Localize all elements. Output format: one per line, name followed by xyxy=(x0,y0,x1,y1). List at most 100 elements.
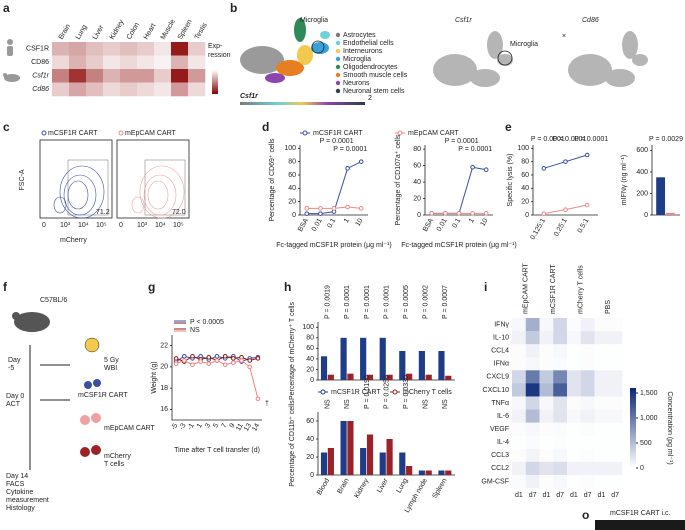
heat-cell xyxy=(539,370,554,384)
colorbar xyxy=(630,460,636,463)
point xyxy=(358,159,364,164)
heat-cell xyxy=(154,55,172,70)
column-label: d1 xyxy=(515,492,523,499)
point xyxy=(206,361,212,366)
colorbar xyxy=(630,420,636,423)
point xyxy=(181,353,187,359)
column-label: Spleen xyxy=(177,18,194,40)
column-label: d1 xyxy=(597,492,605,499)
x-tick-label: 0.5:1 xyxy=(577,217,591,234)
heat-cell xyxy=(608,448,623,463)
column-label: d7 xyxy=(529,492,537,499)
y-tick-label: 60 xyxy=(306,345,314,352)
bar xyxy=(399,452,406,475)
heat-cell xyxy=(567,357,582,371)
colorbar-label: Concentration (pg ml⁻¹) xyxy=(666,391,673,464)
heat-cell xyxy=(553,370,568,384)
heat-cell xyxy=(512,357,527,371)
group-label: mEpCAM CART xyxy=(523,262,530,314)
heat-cell xyxy=(608,357,623,371)
row-label: CXCL10 xyxy=(483,387,510,394)
heat-cell xyxy=(567,318,582,332)
x-tick-label: 0 xyxy=(42,222,46,229)
heat-cell xyxy=(525,422,540,436)
bar xyxy=(438,470,445,475)
annotation: P = 0.0001 xyxy=(320,138,354,145)
heat-cell xyxy=(120,42,138,56)
colorbar xyxy=(630,396,636,399)
colorbar xyxy=(630,424,636,427)
legend-swatch xyxy=(320,389,326,395)
heat-cell xyxy=(525,409,540,423)
annotation: P = 0.0001 xyxy=(574,136,608,143)
y-tick-label: 80 xyxy=(306,335,314,342)
annotation: P = 0.0256 xyxy=(383,375,390,409)
label: mCSF1R CART xyxy=(78,392,128,399)
heat-cell xyxy=(86,42,104,56)
row-label: Csf1r xyxy=(32,73,49,80)
human-icon xyxy=(7,39,13,56)
heat-cell xyxy=(594,448,609,463)
x-tick-label: BSA xyxy=(422,217,435,233)
point xyxy=(198,359,203,364)
bar xyxy=(347,421,354,475)
column-label: Muscle xyxy=(160,18,177,41)
point xyxy=(190,362,195,368)
x-tick-label: 10⁵ xyxy=(96,222,107,229)
heat-cell xyxy=(188,69,206,83)
y-tick-label: 40 xyxy=(521,185,529,192)
plot-title: mEpCAM CART xyxy=(125,130,177,137)
heat-cell xyxy=(553,435,568,450)
column-label: d7 xyxy=(556,492,564,499)
colorbar xyxy=(630,436,636,439)
heat-cell xyxy=(553,331,568,345)
x-tick-label: Spleen xyxy=(432,477,449,499)
point xyxy=(563,159,568,164)
y-tick-label: 0 xyxy=(310,377,314,384)
heat-cell xyxy=(188,42,206,56)
heat-cell xyxy=(553,344,568,358)
heat-cell xyxy=(594,331,609,345)
point xyxy=(318,211,323,216)
heat-cell xyxy=(580,370,595,384)
row-label: CCL2 xyxy=(491,465,509,472)
bar xyxy=(406,373,413,380)
axis-label: FSC-A xyxy=(19,169,26,190)
label: WBI xyxy=(104,365,117,372)
heat-cell xyxy=(171,82,189,97)
y-axis-label: Percentage of CD69⁺ cells xyxy=(269,138,276,222)
heat-cell xyxy=(594,344,609,358)
point xyxy=(584,152,590,158)
y-tick-label: 20 xyxy=(160,364,168,371)
bar xyxy=(399,351,406,380)
heat-cell xyxy=(539,409,554,423)
heat-cell xyxy=(567,396,582,410)
point xyxy=(222,362,228,368)
scale-label: 2 xyxy=(368,95,372,102)
x-tick-label: -3 xyxy=(178,422,187,431)
mouse-icon xyxy=(3,73,20,82)
point xyxy=(331,206,337,211)
colorbar xyxy=(630,438,636,441)
colorbar xyxy=(630,466,636,469)
colorbar xyxy=(630,412,636,415)
point xyxy=(443,211,448,216)
group-label: mCSF1R CART xyxy=(550,264,557,314)
point xyxy=(483,211,489,216)
label: Histology xyxy=(6,505,35,512)
y-tick-label: 18 xyxy=(160,385,168,392)
x-tick-label: 10⁴ xyxy=(155,222,166,229)
point xyxy=(304,211,310,216)
x-tick-label: 10³ xyxy=(60,222,71,229)
row-label: CCL4 xyxy=(491,348,509,355)
annotation: P = 0.0001 xyxy=(344,285,351,319)
colorbar xyxy=(630,406,636,409)
image-title: mCSF1R CART i.c. xyxy=(610,510,670,517)
x-tick-label: 0.1 xyxy=(326,217,337,229)
point xyxy=(214,353,220,359)
heat-cell xyxy=(86,55,104,70)
x-tick-label: 0.01 xyxy=(311,217,324,232)
point xyxy=(173,361,179,366)
y-tick-label: 0 xyxy=(525,212,529,219)
